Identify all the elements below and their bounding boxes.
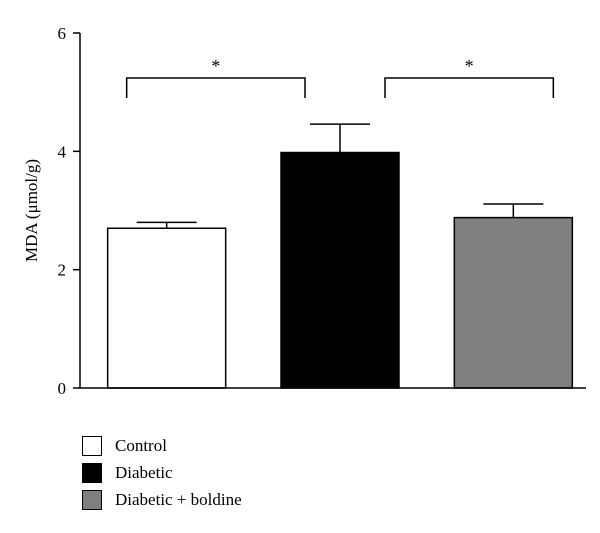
- bar-chart: 0 2 4 6 MDA (μmol/g) * *: [22, 24, 586, 398]
- legend: Control Diabetic Diabetic + boldine: [82, 432, 242, 513]
- legend-item-diabetic-boldine: Diabetic + boldine: [82, 486, 242, 513]
- significance-bracket-0: [125, 77, 306, 98]
- y-tick-label-0: 0: [58, 379, 67, 398]
- significance-label-0: *: [211, 56, 220, 76]
- bar-control: [106, 227, 227, 389]
- legend-label-control: Control: [115, 435, 167, 455]
- y-axis-title: MDA (μmol/g): [22, 159, 41, 262]
- legend-label-diabetic: Diabetic: [115, 462, 173, 482]
- bar-diabetic-boldine: [453, 216, 574, 389]
- legend-swatch-control: [82, 435, 102, 456]
- legend-item-control: Control: [82, 432, 242, 459]
- legend-label-diabetic-boldine: Diabetic + boldine: [115, 489, 242, 509]
- y-tick-label-3: 6: [58, 24, 67, 43]
- legend-swatch-diabetic: [82, 462, 102, 483]
- significance-label-1: *: [465, 56, 474, 76]
- significance-bracket-1: [384, 77, 555, 98]
- legend-item-diabetic: Diabetic: [82, 459, 242, 486]
- legend-swatch-diabetic-boldine: [82, 489, 102, 510]
- y-tick-label-2: 4: [58, 142, 67, 161]
- bar-diabetic: [280, 151, 400, 389]
- y-tick-label-1: 2: [58, 261, 67, 280]
